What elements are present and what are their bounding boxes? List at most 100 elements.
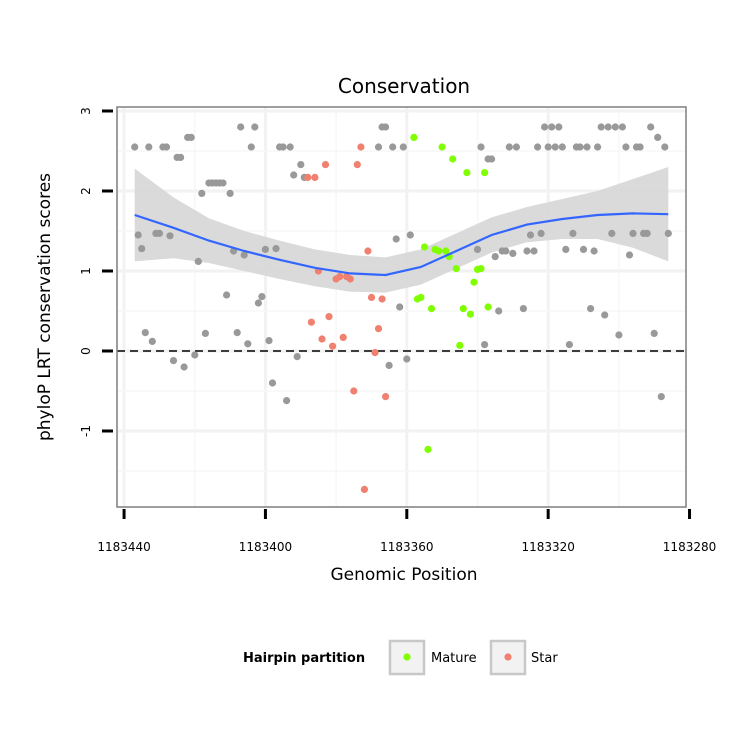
point-other bbox=[569, 229, 577, 237]
point-star bbox=[374, 325, 383, 333]
point-star bbox=[346, 275, 354, 283]
point-other bbox=[541, 123, 549, 131]
point-star bbox=[360, 485, 368, 493]
point-other bbox=[131, 143, 139, 151]
point-other bbox=[382, 123, 390, 131]
point-other bbox=[265, 337, 273, 345]
point-other bbox=[562, 245, 570, 253]
point-other bbox=[597, 123, 605, 131]
point-other bbox=[512, 143, 521, 151]
point-other bbox=[258, 293, 266, 301]
point-other bbox=[523, 247, 531, 255]
point-other bbox=[664, 229, 672, 237]
point-other bbox=[601, 311, 609, 319]
y-tick-label: -1 bbox=[79, 425, 93, 437]
point-mature bbox=[442, 247, 450, 255]
point-star bbox=[339, 333, 347, 341]
point-other bbox=[283, 397, 291, 405]
point-other bbox=[587, 305, 595, 313]
point-other bbox=[261, 245, 269, 253]
point-mature bbox=[481, 169, 489, 177]
point-mature bbox=[470, 278, 478, 286]
point-other bbox=[244, 340, 252, 348]
smooth-line bbox=[134, 212, 669, 277]
point-other bbox=[268, 379, 277, 387]
point-other bbox=[657, 393, 665, 401]
point-other bbox=[290, 171, 298, 179]
point-other bbox=[396, 303, 404, 311]
point-other bbox=[590, 247, 598, 255]
point-other bbox=[138, 245, 146, 253]
point-mature bbox=[484, 303, 492, 311]
point-other bbox=[647, 123, 655, 131]
point-other bbox=[286, 143, 294, 151]
point-other bbox=[526, 231, 535, 239]
point-other bbox=[611, 123, 619, 131]
chart-title: Conservation bbox=[338, 74, 470, 98]
point-other bbox=[134, 231, 142, 239]
point-other bbox=[629, 229, 637, 237]
point-other bbox=[187, 133, 195, 141]
point-other bbox=[594, 143, 602, 151]
point-mature bbox=[420, 243, 429, 251]
point-other bbox=[406, 231, 414, 239]
point-star bbox=[378, 295, 386, 303]
point-star bbox=[321, 161, 330, 169]
point-other bbox=[254, 299, 262, 307]
point-other bbox=[519, 305, 528, 313]
panel-border bbox=[116, 106, 687, 508]
legend-marker-star bbox=[504, 653, 512, 661]
point-other bbox=[583, 143, 591, 151]
point-other bbox=[488, 155, 496, 163]
point-mature bbox=[456, 341, 464, 349]
point-star bbox=[311, 173, 319, 181]
point-mature bbox=[452, 265, 460, 273]
point-mature bbox=[459, 305, 467, 313]
point-other bbox=[237, 123, 245, 131]
point-other bbox=[534, 143, 542, 151]
point-other bbox=[643, 229, 651, 237]
point-star bbox=[364, 247, 372, 255]
y-tick-label: 3 bbox=[79, 107, 93, 115]
legend-label-star: Star bbox=[531, 651, 558, 666]
x-axis-label: Genomic Position bbox=[330, 565, 477, 585]
point-mature bbox=[438, 143, 446, 151]
point-other bbox=[279, 143, 287, 151]
point-other bbox=[194, 257, 202, 265]
legend-title: Hairpin partition bbox=[243, 651, 365, 666]
point-other bbox=[240, 251, 248, 259]
point-other bbox=[297, 161, 305, 169]
point-other bbox=[491, 253, 499, 261]
point-other bbox=[551, 143, 559, 151]
point-mature bbox=[435, 247, 443, 255]
point-other bbox=[389, 143, 397, 151]
point-star bbox=[329, 342, 337, 350]
point-other bbox=[615, 331, 623, 339]
legend-marker-mature bbox=[403, 653, 411, 661]
x-axis: 1183440 1183400 1183360 1183320 1183280 bbox=[97, 509, 716, 554]
point-other bbox=[636, 143, 644, 151]
point-other bbox=[565, 341, 574, 349]
point-other bbox=[223, 291, 231, 299]
point-other bbox=[226, 189, 234, 197]
point-star bbox=[367, 293, 376, 301]
point-other bbox=[544, 143, 552, 151]
point-other bbox=[145, 143, 153, 151]
point-mature bbox=[466, 310, 474, 318]
confidence-ribbon bbox=[134, 167, 669, 293]
point-other bbox=[604, 123, 612, 131]
point-other bbox=[576, 143, 584, 151]
point-mature bbox=[417, 293, 425, 301]
point-other bbox=[403, 355, 411, 363]
point-other bbox=[558, 143, 566, 151]
point-other bbox=[233, 329, 241, 337]
point-other bbox=[625, 251, 634, 259]
point-other bbox=[654, 133, 662, 141]
point-star bbox=[350, 387, 358, 395]
point-other bbox=[385, 361, 393, 369]
point-mature bbox=[463, 169, 471, 177]
point-mature bbox=[427, 305, 436, 313]
point-other bbox=[650, 329, 658, 337]
point-other bbox=[293, 353, 301, 361]
